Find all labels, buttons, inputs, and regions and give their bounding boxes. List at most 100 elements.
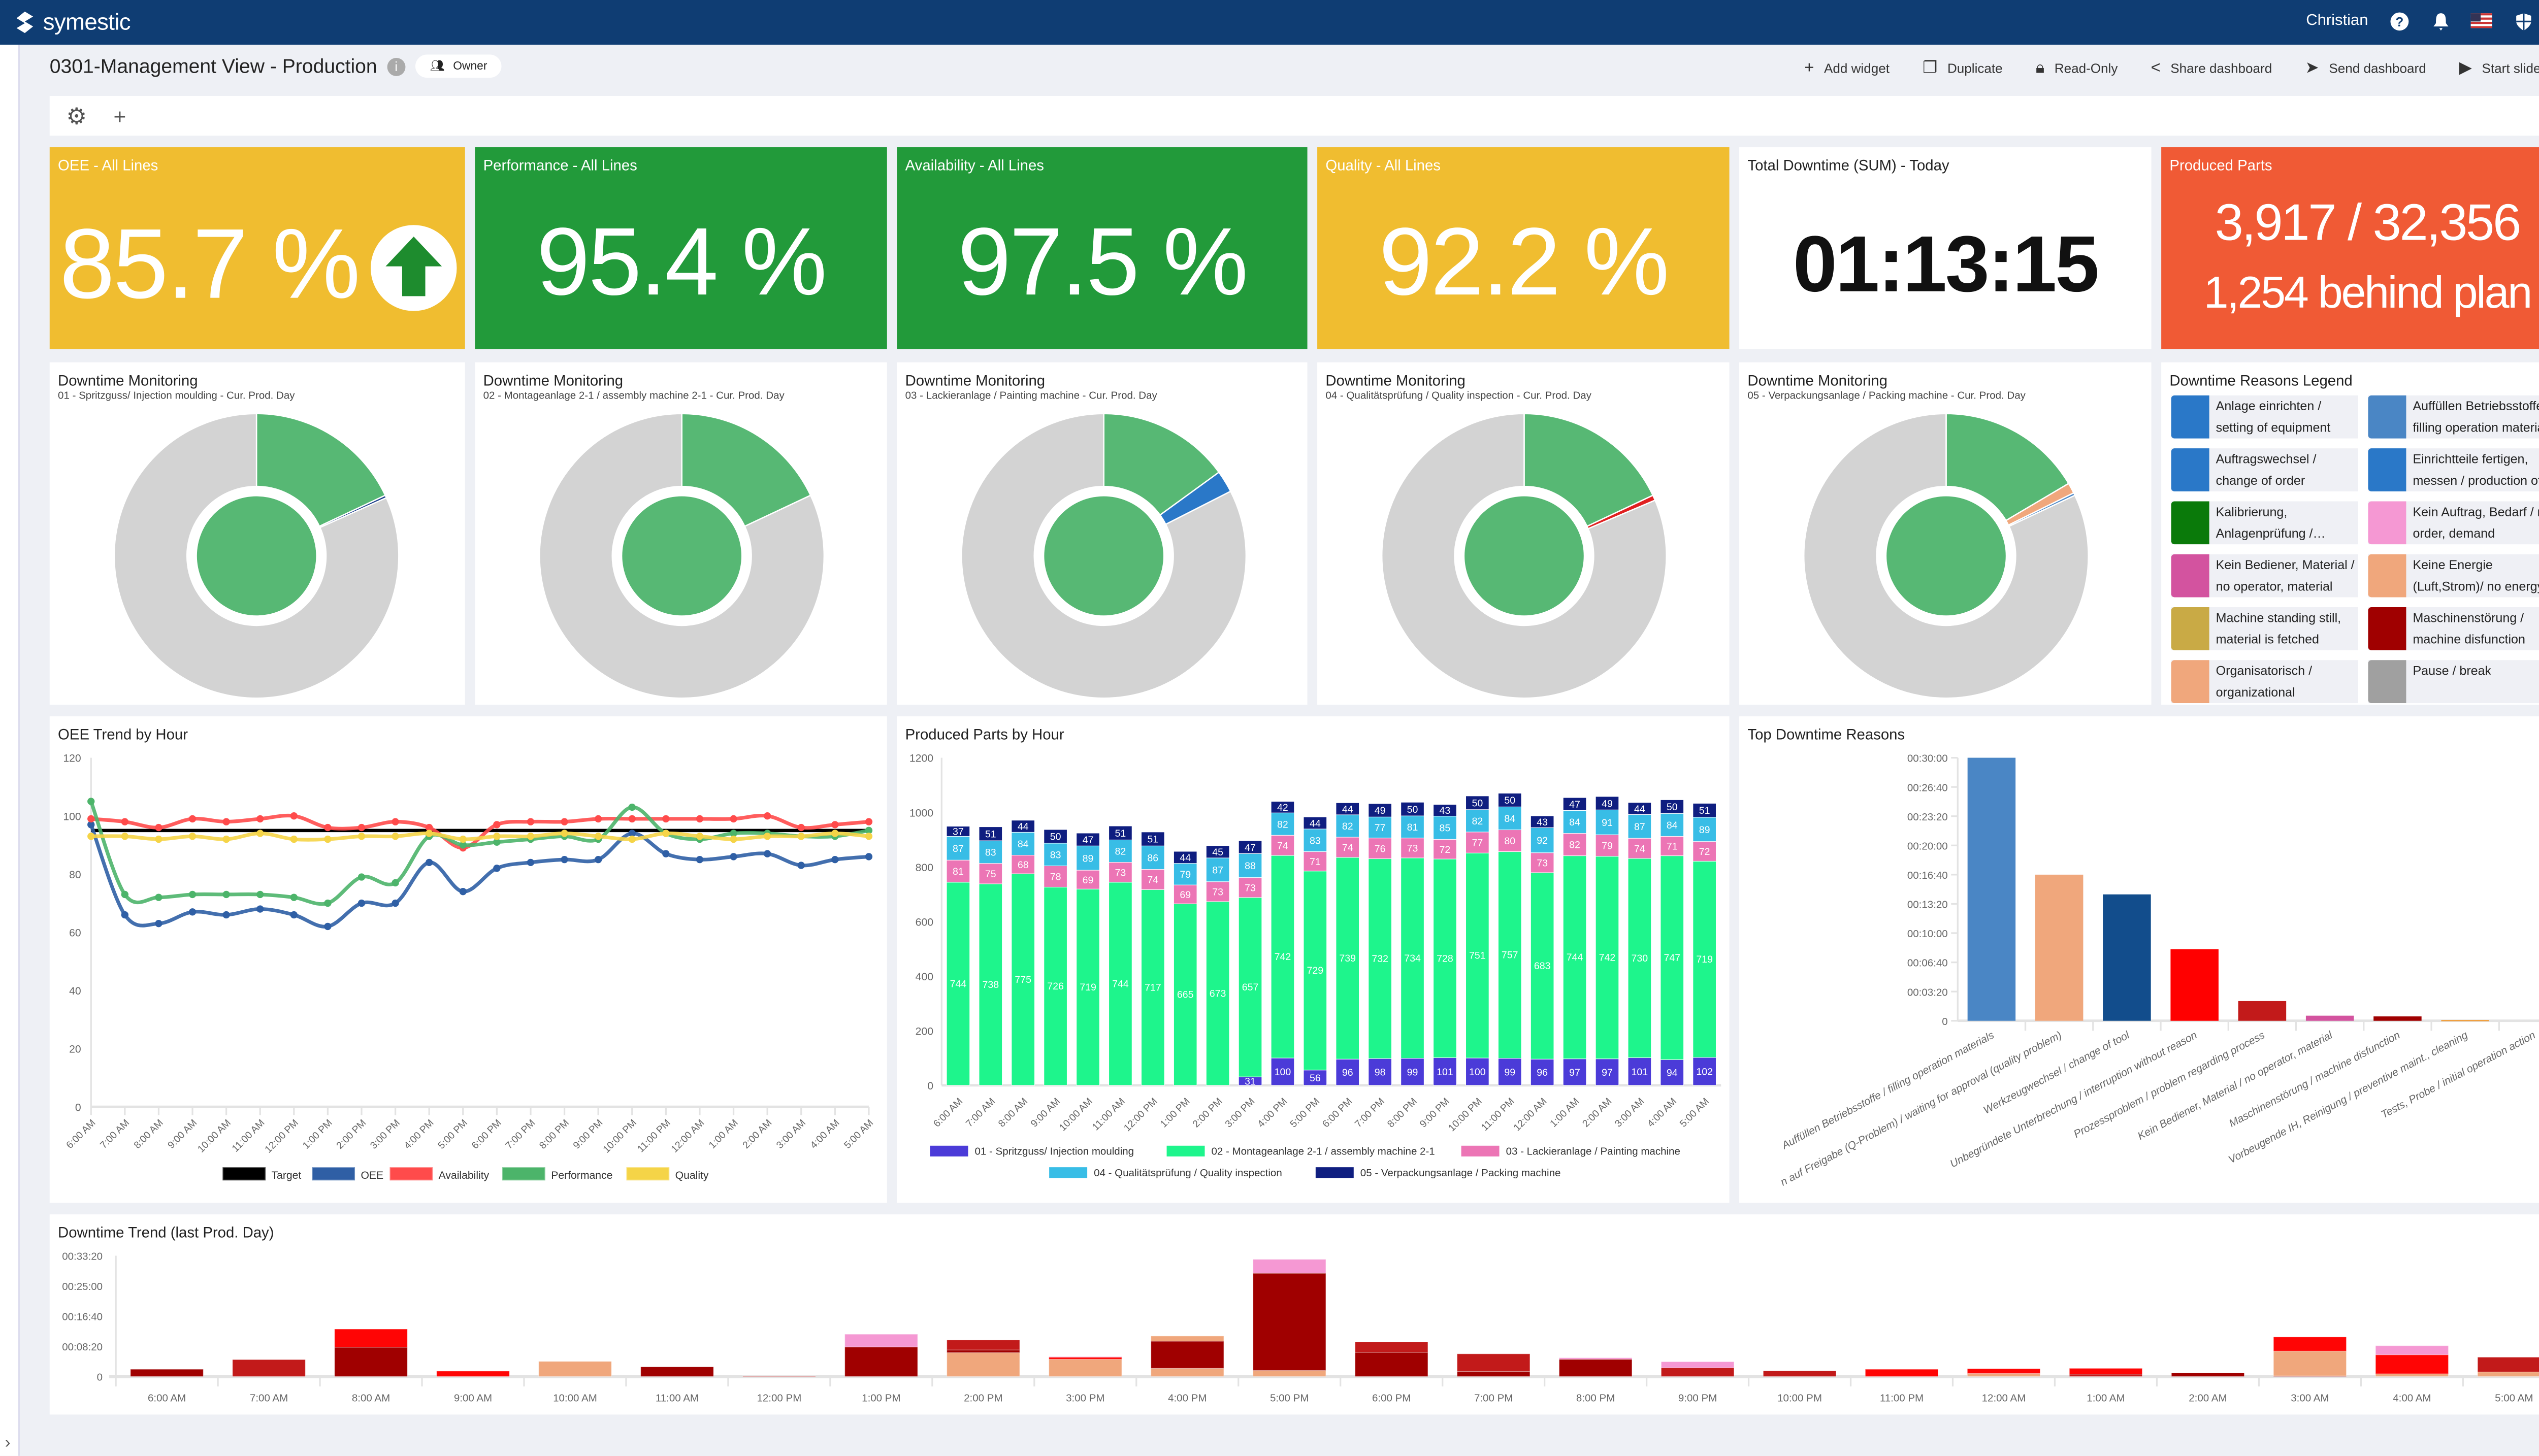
kpi-tile[interactable]: Produced Parts 3,917 / 32,356 1,254 behind… <box>2161 147 2539 349</box>
legend-item[interactable]: Auftragswechsel / change of order <box>2171 448 2358 491</box>
downtime-trend-panel: Downtime Trend (last Prod. Day) 0 00:08:2… <box>49 1214 2539 1415</box>
info-icon[interactable]: i <box>387 57 406 76</box>
chart-title: Top Downtime Reasons <box>1747 726 1905 743</box>
downtime-legend-panel: Downtime Reasons Legend Anlage einrichte… <box>2161 362 2539 705</box>
shield-icon[interactable] <box>2512 10 2533 31</box>
bar-segment <box>1661 1361 1735 1368</box>
bar-segment <box>1238 877 1262 898</box>
x-tick-label: 7:00 PM <box>1353 1096 1387 1130</box>
share-dashboard-button[interactable]: < Share dashboard <box>2151 59 2272 78</box>
y-tick-label: 0 <box>927 1080 933 1092</box>
y-tick-label: 0 <box>97 1372 103 1383</box>
bar-segment <box>1558 1359 1633 1377</box>
data-point <box>493 833 501 840</box>
data-point <box>459 841 467 849</box>
us-flag-icon[interactable] <box>2470 10 2492 31</box>
x-tick-label: 9:00 AM <box>166 1117 199 1151</box>
gear-icon[interactable]: ⚙ <box>66 102 87 128</box>
bar-segment <box>946 859 970 883</box>
x-tick-label: 7:00 AM <box>964 1096 997 1129</box>
legend-item[interactable]: Auffüllen Betriebsstoffe / filling opera… <box>2368 395 2539 439</box>
expand-sidebar-chevron-icon[interactable]: › <box>5 1434 11 1453</box>
legend-item[interactable]: Organisatorisch / organizational <box>2171 660 2358 704</box>
legend-swatch <box>2171 501 2209 545</box>
legend-label: 01 - Spritzguss/ Injection moulding <box>974 1146 1134 1157</box>
x-tick-label: 2:00 PM <box>334 1117 368 1151</box>
kpi-tile[interactable]: Total Downtime (SUM) - Today 01:13:15 <box>1739 147 2152 349</box>
legend-item[interactable]: Anlage einrichten / setting of equipment <box>2171 395 2358 439</box>
donut-chart <box>961 413 1247 699</box>
legend-label: Kalibrierung, Anlagenprüfung / calibrati… <box>2216 504 2313 541</box>
x-tick-label: 2:00 AM <box>740 1117 774 1151</box>
data-point <box>865 853 873 861</box>
send-dashboard-button[interactable]: ➤ Send dashboard <box>2305 59 2426 78</box>
bar-segment <box>1206 845 1230 858</box>
kpi-tile[interactable]: Quality - All Lines 92.2 % <box>1317 147 1730 349</box>
data-point <box>763 833 771 840</box>
kpi-title: Availability - All Lines <box>905 157 1044 174</box>
category-label: Unbegründete Unterbrechung / interruptio… <box>1948 1029 2199 1170</box>
x-tick-label: 12:00 PM <box>263 1117 301 1155</box>
data-label: 82 <box>1277 819 1288 830</box>
y-tick-label: 600 <box>916 916 933 928</box>
owner-badge[interactable]: 👥︎ Owner <box>415 54 502 78</box>
data-point <box>256 830 264 837</box>
data-point <box>459 835 467 843</box>
data-label: 87 <box>953 843 964 854</box>
y-tick-label: 00:16:40 <box>62 1311 103 1323</box>
legend-label: Maschinenstörung / machine disfunction <box>2413 610 2525 646</box>
data-label: 49 <box>1375 805 1386 816</box>
data-label: 73 <box>1212 886 1223 898</box>
bell-icon[interactable] <box>2429 10 2451 31</box>
page-title: 0301-Management View - Production <box>49 54 377 78</box>
legend-label: Anlage einrichten / setting of equipment <box>2216 399 2331 435</box>
legend-item[interactable]: Kein Bediener, Material / no operator, m… <box>2171 554 2358 598</box>
x-tick-label: 7:00 AM <box>250 1392 288 1404</box>
legend-label: Organisatorisch / organizational <box>2216 663 2313 699</box>
data-point <box>357 873 366 881</box>
legend-item[interactable]: Keine Energie (Luft,Strom)/ no energy <box>2368 554 2539 598</box>
user-name[interactable]: Christian <box>2306 11 2368 30</box>
data-point <box>87 833 95 840</box>
help-icon[interactable]: ? <box>2388 10 2410 31</box>
logo[interactable]: symestic <box>15 8 131 35</box>
legend-item[interactable]: Maschinenstörung / machine disfunction <box>2368 607 2539 650</box>
bar-segment <box>1692 817 1716 842</box>
read-only-button[interactable]: 🔒︎ Read-Only <box>2036 59 2118 78</box>
data-point <box>561 855 568 864</box>
y-tick-label: 100 <box>63 811 81 822</box>
bar-segment <box>1336 837 1360 858</box>
legend-swatch <box>502 1167 545 1181</box>
bar-segment <box>1498 1058 1522 1086</box>
legend-item[interactable]: Pause / break <box>2368 660 2539 704</box>
legend-item[interactable]: Kein Auftrag, Bedarf / no order, demand <box>2368 501 2539 545</box>
bar-segment <box>2273 1350 2347 1376</box>
donut-center <box>1044 496 1164 616</box>
data-point <box>831 821 839 829</box>
data-label: 683 <box>1534 961 1551 972</box>
x-tick-label: 7:00 PM <box>503 1117 537 1151</box>
x-tick-label: 1:00 PM <box>1158 1096 1192 1130</box>
kpi-tile[interactable]: Performance - All Lines 95.4 % <box>475 147 887 349</box>
kpi-tile[interactable]: Availability - All Lines 97.5 % <box>897 147 1308 349</box>
legend-item[interactable]: Kalibrierung, Anlagenprüfung / calibrati… <box>2171 501 2358 545</box>
x-tick-label: 5:00 AM <box>842 1117 875 1151</box>
legend-swatch <box>1049 1167 1088 1178</box>
bar-segment <box>1354 1352 1428 1377</box>
plus-icon: + <box>1804 59 1814 78</box>
bar-segment <box>1109 825 1132 840</box>
start-slideshow-button[interactable]: ▶︎ Start slideshow <box>2459 59 2539 78</box>
add-icon[interactable]: + <box>113 103 126 128</box>
legend-item[interactable]: Machine standing still, material is fetc… <box>2171 607 2358 650</box>
legend-label: Quality <box>675 1170 709 1181</box>
bar-segment <box>1141 832 1165 846</box>
data-label: 751 <box>1469 950 1486 962</box>
data-point <box>121 818 129 825</box>
legend-item[interactable]: Einrichtteile fertigen, messen / product… <box>2368 448 2539 491</box>
y-tick-label: 0 <box>1942 1016 1947 1028</box>
add-widget-button[interactable]: + Add widget <box>1804 59 1890 78</box>
x-tick-label: 5:00 PM <box>1288 1096 1322 1130</box>
duplicate-button[interactable]: ❐ Duplicate <box>1923 59 2002 78</box>
kpi-tile[interactable]: OEE - All Lines 85.7 % <box>49 147 465 349</box>
bar-segment <box>1044 886 1067 1086</box>
